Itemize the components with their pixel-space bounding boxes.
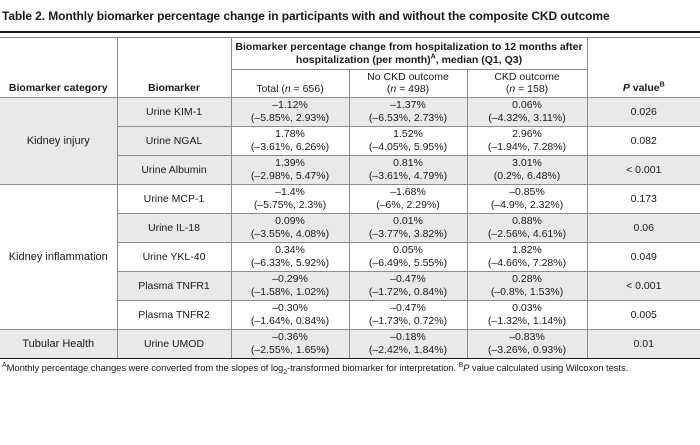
category-tubular-health: Tubular Health (0, 329, 118, 359)
biomarker-cell: Urine IL-18 (117, 213, 232, 243)
category-kidney-injury: Kidney injury (0, 97, 118, 185)
total-cell: 0.34% (–6.33%, 5.92%) (230, 242, 350, 272)
ckd-cell: –0.85% (–4.9%, 2.32%) (466, 184, 588, 214)
header-total: Total (n = 656) (231, 69, 350, 98)
total-cell: 0.09% (–3.55%, 4.08%) (230, 213, 350, 243)
pvalue-cell: 0.082 (586, 126, 700, 156)
table-row: Kidney injury Urine KIM-1 –1.12% (–5.85%,… (0, 97, 700, 185)
header-percentage-change: Biomarker percentage change from hospita… (230, 37, 588, 70)
total-cell: –1.12% (–5.85%, 2.93%) (230, 97, 350, 127)
biomarker-cell: Plasma TNFR1 (117, 271, 232, 301)
pvalue-cell: 0.049 (586, 242, 700, 272)
ckd-cell: 3.01% (0.2%, 6.48%) (466, 155, 588, 185)
pvalue-cell: < 0.001 (586, 155, 700, 185)
no-ckd-cell: 0.05% (–6.49%, 5.55%) (348, 242, 468, 272)
header-category: Biomarker category (0, 37, 118, 98)
biomarker-cell: Urine UMOD (116, 329, 232, 359)
pvalue-cell: 0.173 (586, 184, 700, 214)
no-ckd-cell: –1.68% (–6%, 2.29%) (348, 184, 468, 214)
biomarker-table: Biomarker category Biomarker Biomarker p… (0, 37, 700, 359)
no-ckd-cell: –0.18% (–2.42%, 1.84%) (348, 329, 468, 359)
no-ckd-cell: –1.37% (–6.53%, 2.73%) (348, 97, 468, 127)
pvalue-cell: 0.026 (586, 97, 700, 127)
biomarker-cell: Urine MCP-1 (116, 184, 232, 214)
pvalue-cell: 0.06 (586, 213, 700, 243)
header-span-line2b: , median (Q1, Q3) (435, 53, 523, 66)
no-ckd-cell: –0.47% (–1.72%, 0.84%) (348, 271, 468, 301)
table-row: Urine IL-18 0.09% (–3.55%, 4.08%) 0.01% (–… (0, 213, 700, 243)
header-ckd: CKD outcome (n = 158) (466, 69, 588, 98)
pvalue-cell: 0.01 (586, 329, 700, 359)
total-cell: 1.39% (–2.98%, 5.47%) (230, 155, 350, 185)
table-row: Tubular Health Urine UMOD –0.36% (–2.55%,… (0, 329, 700, 359)
biomarker-cell: Urine KIM-1 (116, 97, 232, 127)
pvalue-cell: 0.005 (586, 300, 700, 330)
ckd-cell: 1.82% (–4.66%, 7.28%) (466, 242, 588, 272)
ckd-cell: 0.03% (–1.32%, 1.14%) (466, 300, 588, 330)
header-no-ckd: No CKD outcome (n = 498) (348, 69, 468, 98)
no-ckd-cell: 1.52% (–4.05%, 5.95%) (348, 126, 468, 156)
total-cell: –1.4% (–5.75%, 2.3%) (230, 184, 350, 214)
ckd-cell: 2.96% (–1.94%, 7.28%) (466, 126, 588, 156)
biomarker-cell: Urine NGAL (117, 126, 232, 156)
biomarker-cell: Urine YKL-40 (117, 242, 232, 272)
total-cell: –0.36% (–2.55%, 1.65%) (230, 329, 350, 359)
table-row: Urine YKL-40 0.34% (–6.33%, 5.92%) 0.05%(… (0, 242, 700, 272)
ckd-cell: 0.06% (–4.32%, 3.11%) (466, 97, 588, 127)
top-rule (0, 31, 700, 33)
no-ckd-cell: –0.47% (–1.73%, 0.72%) (348, 300, 468, 330)
ckd-cell: 0.28% (–0.8%, 1.53%) (466, 271, 588, 301)
table-row: Plasma TNFR1 –0.29% (–1.58%, 1.02%) –0.47… (0, 271, 700, 301)
table-row: Urine Albumin 1.39% (–2.98%, 5.47%) 0.81%… (0, 155, 700, 185)
table-footnote: AMonthly percentage changes were convert… (2, 361, 629, 376)
ckd-cell: 0.88% (–2.56%, 4.61%) (466, 213, 588, 243)
table-row: Kidney inflammation Urine MCP-1 –1.4% (–5… (0, 184, 700, 330)
no-ckd-cell: 0.81% (–3.61%, 4.79%) (348, 155, 468, 185)
no-ckd-cell: 0.01% (–3.77%, 3.82%) (348, 213, 468, 243)
header-span-line2: hospitalization (per month) (295, 53, 431, 66)
bottom-rule (0, 358, 700, 359)
header-biomarker: Biomarker (116, 37, 232, 98)
total-cell: –0.29% (–1.58%, 1.02%) (230, 271, 350, 301)
table-row: Urine NGAL 1.78% (–3.61%, 6.26%) 1.52% (–4… (0, 126, 700, 156)
category-kidney-inflammation: Kidney inflammation (0, 184, 118, 330)
total-cell: 1.78% (–3.61%, 6.26%) (230, 126, 350, 156)
table-title: Table 2. Monthly biomarker percentage ch… (2, 9, 610, 23)
header-pvalue: P valueB (586, 37, 700, 98)
header-span-line1: Biomarker percentage change from hospita… (235, 40, 583, 53)
pvalue-cell: < 0.001 (586, 271, 700, 301)
header-span-sup: A (430, 53, 436, 60)
biomarker-cell: Plasma TNFR2 (117, 300, 232, 330)
biomarker-cell: Urine Albumin (117, 155, 232, 185)
total-cell: –0.30% (–1.64%, 0.84%) (230, 300, 350, 330)
ckd-cell: –0.83% (–3.26%, 0.93%) (466, 329, 588, 359)
